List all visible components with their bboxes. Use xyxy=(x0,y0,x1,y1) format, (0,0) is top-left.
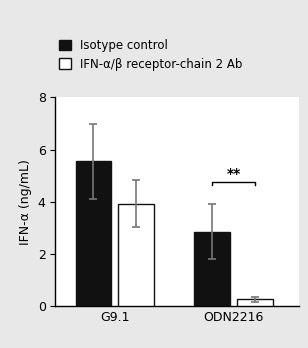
Y-axis label: IFN-α (ng/mL): IFN-α (ng/mL) xyxy=(19,159,32,245)
Bar xyxy=(237,299,273,306)
Text: **: ** xyxy=(226,167,241,181)
Bar xyxy=(194,232,230,306)
Bar xyxy=(76,161,111,306)
Bar xyxy=(118,204,154,306)
Legend: Isotype control, IFN-α/β receptor-chain 2 Ab: Isotype control, IFN-α/β receptor-chain … xyxy=(56,37,245,73)
